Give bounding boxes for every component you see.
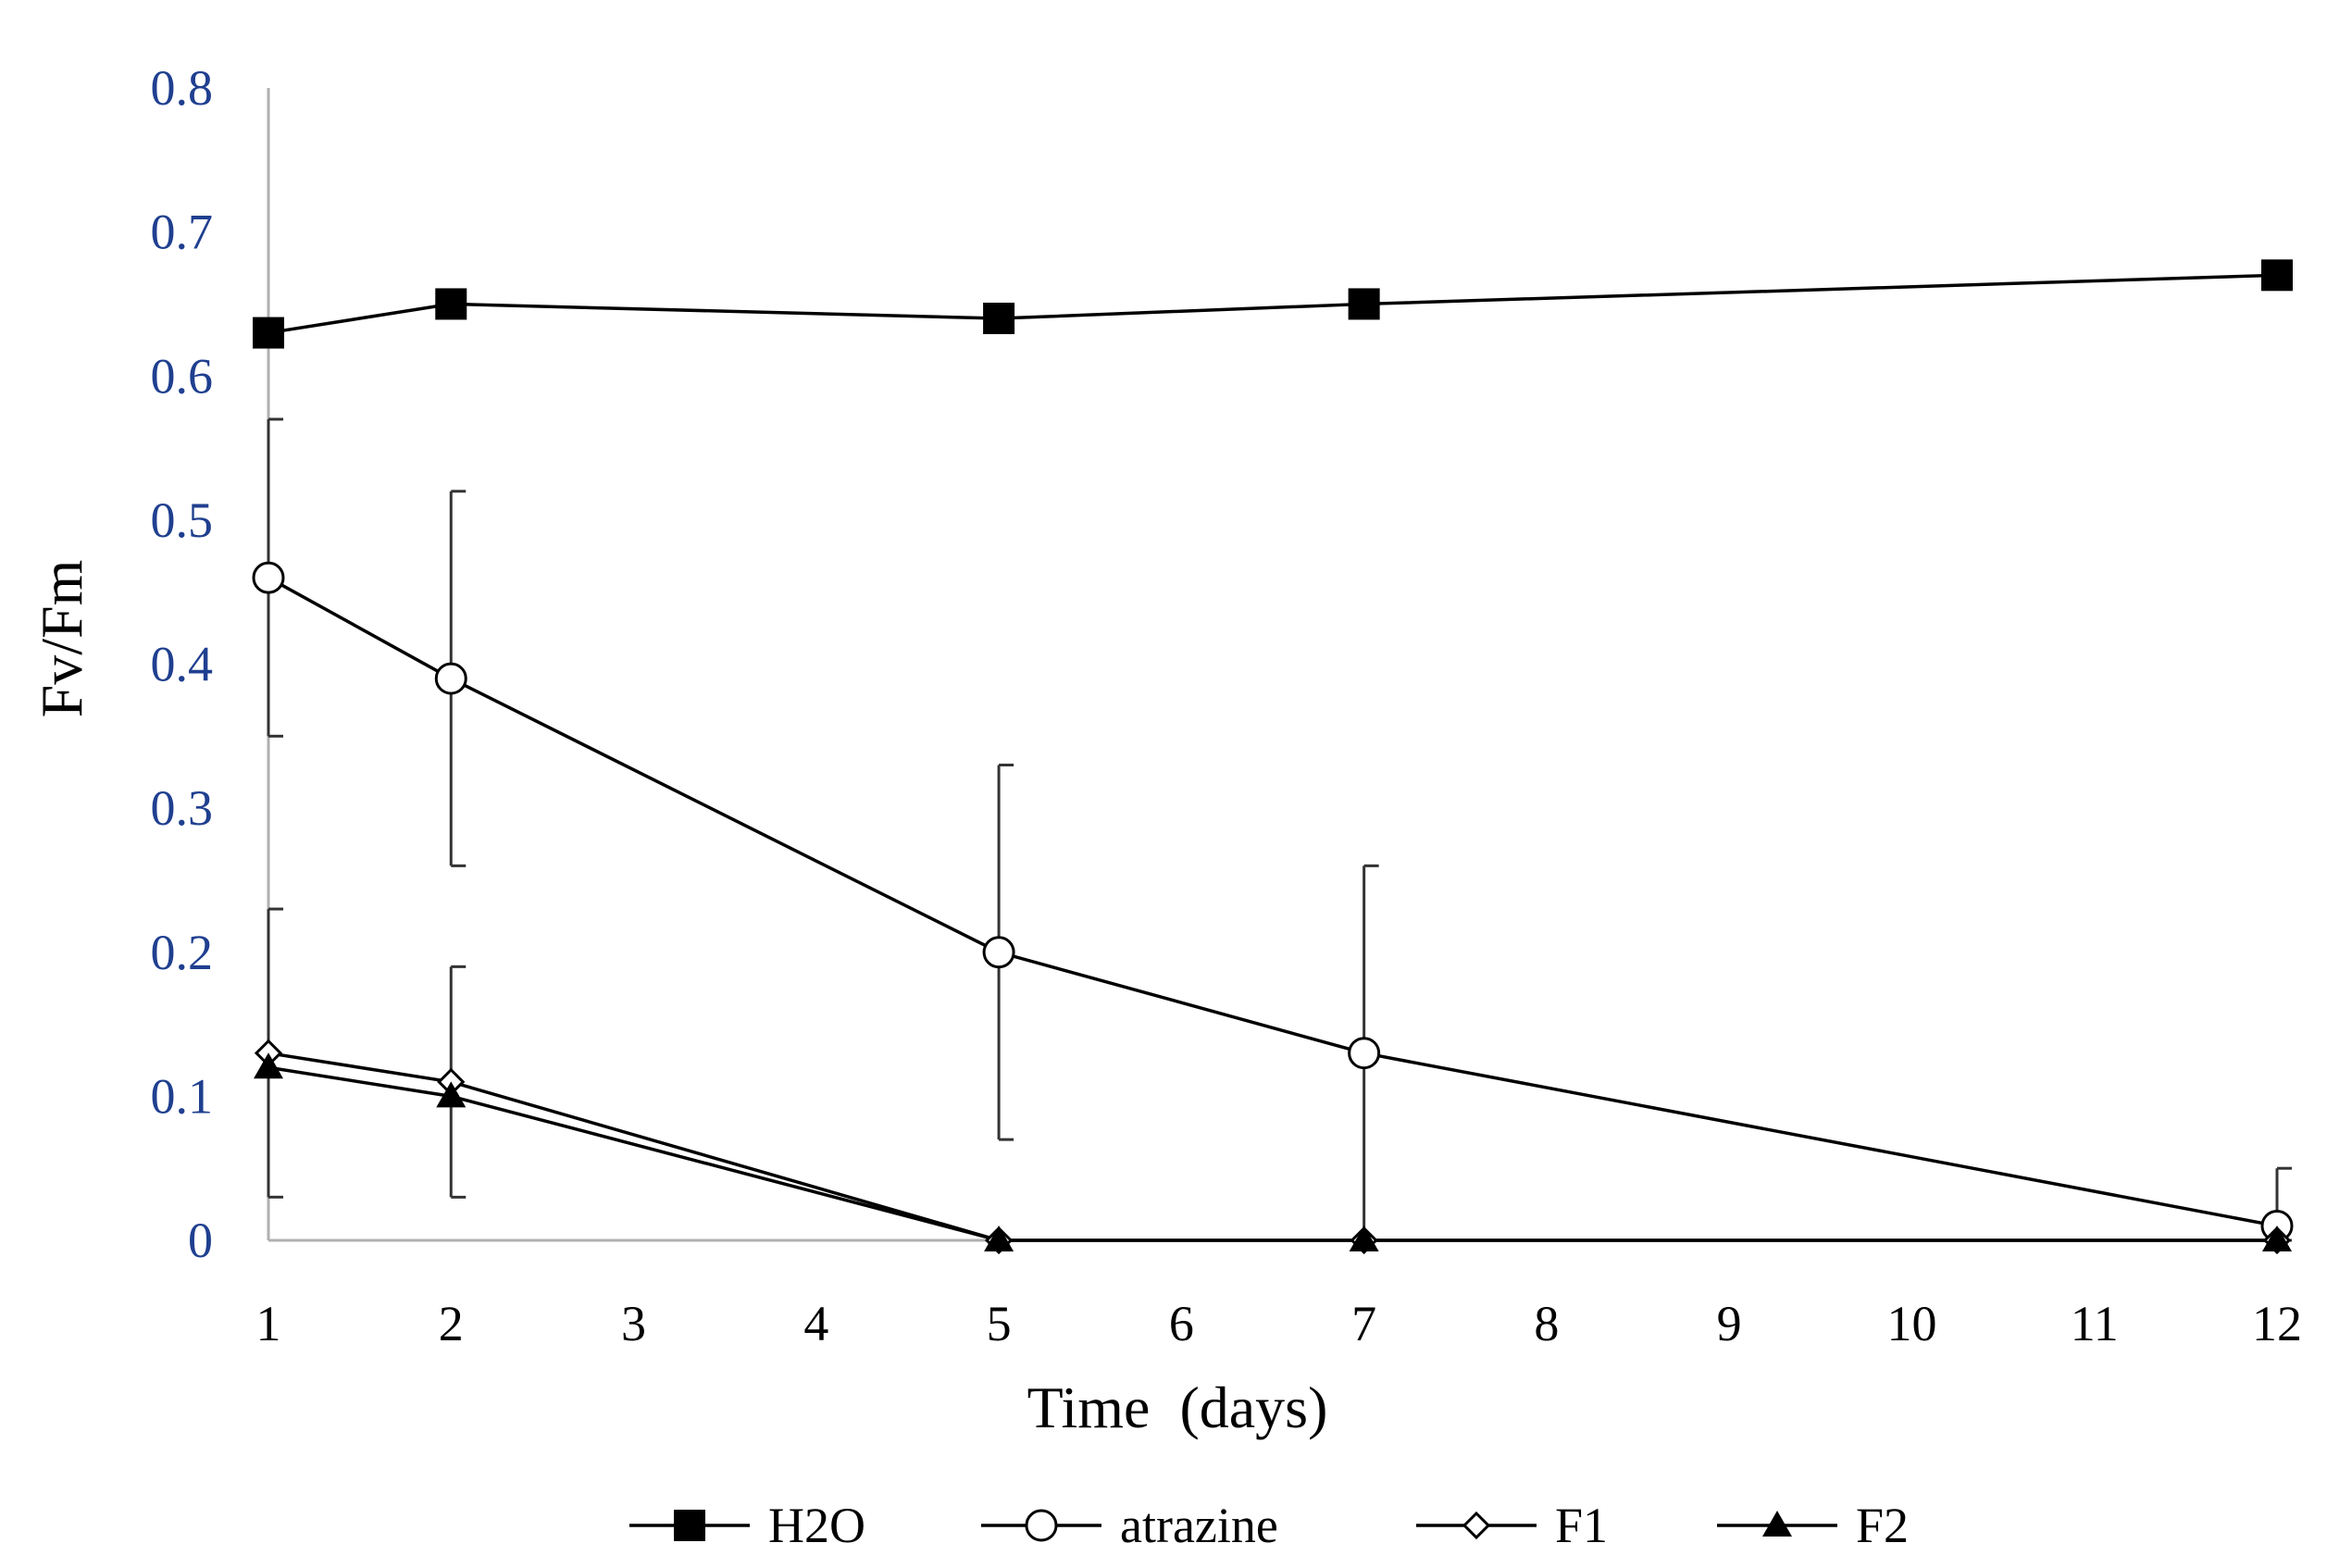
data-point-f2 bbox=[984, 1226, 1014, 1251]
x-tick-label: 3 bbox=[621, 1296, 646, 1351]
y-tick-label: 0 bbox=[188, 1213, 213, 1268]
x-axis-title: Time (days) bbox=[1027, 1375, 1328, 1440]
legend-marker-f1 bbox=[1462, 1511, 1491, 1540]
series-markers bbox=[252, 259, 2294, 1255]
data-point-h2o bbox=[983, 303, 1015, 334]
x-tick-label: 4 bbox=[803, 1296, 828, 1351]
data-point-h2o bbox=[435, 288, 467, 320]
legend-label: F2 bbox=[1856, 1498, 1909, 1553]
x-tick-label: 6 bbox=[1169, 1296, 1194, 1351]
y-tick-label: 0.3 bbox=[151, 780, 214, 836]
data-point-atrazine bbox=[1348, 1037, 1381, 1070]
legend-label: H2O bbox=[768, 1498, 865, 1553]
data-point-f2 bbox=[436, 1081, 467, 1108]
legend: H2O atrazine F1 F2 bbox=[629, 1498, 1909, 1553]
legend-label: atrazine bbox=[1120, 1498, 1278, 1553]
data-point-f2 bbox=[2262, 1226, 2292, 1251]
x-tick-label: 10 bbox=[1886, 1296, 1936, 1351]
x-tick-label: 8 bbox=[1534, 1296, 1559, 1351]
x-tick-label: 5 bbox=[987, 1296, 1012, 1351]
series-lines bbox=[268, 273, 2278, 1242]
data-point-atrazine bbox=[434, 662, 467, 695]
series-line-f2 bbox=[268, 1065, 2277, 1242]
data-point-atrazine bbox=[252, 561, 285, 594]
y-tick-label: 0.1 bbox=[151, 1068, 214, 1124]
x-tick-label: 12 bbox=[2252, 1296, 2302, 1351]
legend-marker-h2o bbox=[674, 1510, 705, 1541]
data-point-atrazine bbox=[982, 936, 1015, 969]
x-tick-label: 9 bbox=[1717, 1296, 1742, 1351]
axes bbox=[267, 88, 2277, 1242]
y-tick-label: 0.7 bbox=[151, 205, 214, 260]
data-point-h2o bbox=[253, 317, 284, 349]
y-tick-label: 0.8 bbox=[151, 60, 214, 116]
x-tick-label: 7 bbox=[1351, 1296, 1376, 1351]
series-line-h2o bbox=[268, 273, 2278, 335]
y-tick-label: 0.2 bbox=[151, 925, 214, 980]
y-tick-label: 0.4 bbox=[151, 637, 214, 692]
data-point-h2o bbox=[1348, 288, 1380, 320]
series-line-f1 bbox=[268, 1051, 2277, 1242]
data-point-h2o bbox=[2261, 259, 2293, 292]
legend-marker-atrazine bbox=[1025, 1509, 1058, 1542]
y-tick-label: 0.5 bbox=[151, 492, 214, 548]
y-tick-labels: 0 0.1 0.2 0.3 0.4 0.5 0.6 0.7 0.8 bbox=[151, 60, 214, 1268]
x-tick-labels: 1 2 3 4 5 6 7 8 9 10 11 12 bbox=[256, 1296, 2303, 1351]
legend-marker-f2 bbox=[1762, 1511, 1792, 1537]
x-tick-label: 2 bbox=[439, 1296, 464, 1351]
x-tick-label: 1 bbox=[256, 1296, 281, 1351]
y-tick-label: 0.6 bbox=[151, 348, 214, 404]
legend-label: F1 bbox=[1555, 1498, 1608, 1553]
data-point-f2 bbox=[254, 1052, 283, 1079]
y-axis-title: Fv/Fm bbox=[29, 560, 94, 718]
data-point-f2 bbox=[1349, 1226, 1379, 1251]
x-tick-label: 11 bbox=[2071, 1296, 2119, 1351]
